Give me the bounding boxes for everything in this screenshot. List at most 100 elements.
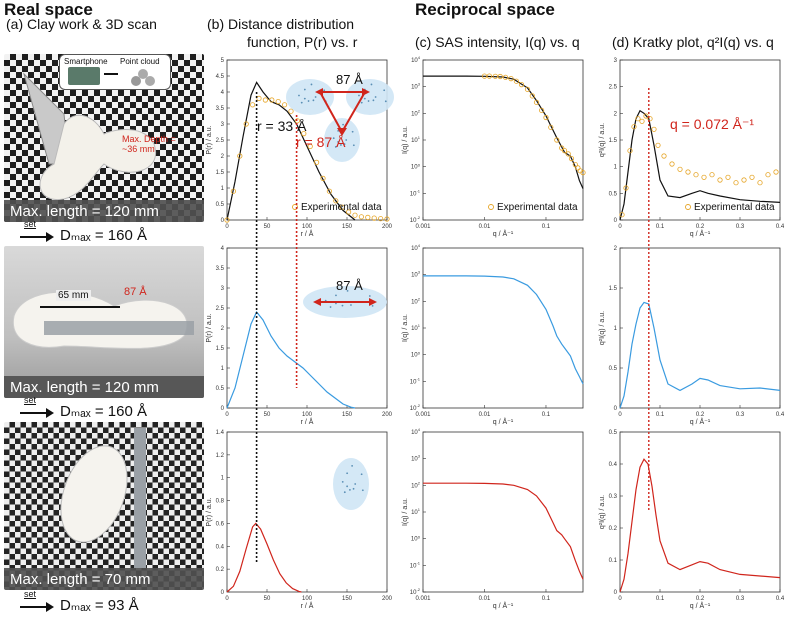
shape-oval xyxy=(333,458,369,510)
shape-dot xyxy=(350,304,352,306)
data-point xyxy=(314,159,320,166)
data-point xyxy=(635,116,641,122)
y-tick-label: 0 xyxy=(614,590,618,596)
x-tick-label: 0.3 xyxy=(736,596,745,602)
data-point xyxy=(565,151,571,157)
x-tick-label: 0.1 xyxy=(656,224,665,230)
data-point xyxy=(282,102,288,108)
series-line-model xyxy=(226,81,356,221)
inset-bubble: Smartphone Point cloud xyxy=(59,54,171,90)
plot-frame xyxy=(619,59,781,221)
y-tick-label: 10-1 xyxy=(410,560,421,569)
plot-frame xyxy=(619,247,781,409)
data-point xyxy=(524,86,531,92)
y-tick-label: 0 xyxy=(614,218,618,224)
shape-dot xyxy=(349,488,351,491)
data-point xyxy=(717,177,723,183)
shape-dot xyxy=(358,94,360,97)
point-cloud-icon xyxy=(131,69,155,86)
y-tick-label: 2 xyxy=(221,154,225,160)
shape-dot xyxy=(354,483,357,485)
y-tick-label: 0.2 xyxy=(609,526,618,532)
data-point xyxy=(497,73,503,80)
photo-clay-1: Smartphone Point cloud Max. Depth = ~36 … xyxy=(4,54,204,222)
y-tick-label: 101 xyxy=(411,507,421,516)
y-axis-label: P(r) / a.u. xyxy=(206,497,213,526)
y-tick-label: 0.5 xyxy=(216,202,225,208)
y-tick-label: 10-1 xyxy=(410,376,421,385)
shape-dot xyxy=(367,100,370,102)
data-point xyxy=(371,215,377,221)
y-tick-label: 0.5 xyxy=(216,386,225,392)
data-point xyxy=(243,121,249,127)
arrowhead-1 xyxy=(315,88,323,96)
chart-b-3: 0 50 100 150 200 0 0.2 0.4 0.6 0.8 1 1.2 1.4 r / Å P(r… xyxy=(206,430,393,610)
x-tick-label: 0.001 xyxy=(415,412,431,418)
y-tick-label: 10-2 xyxy=(410,215,421,224)
data-point xyxy=(561,148,568,154)
data-point xyxy=(269,97,275,103)
x-tick-label: 0.1 xyxy=(656,412,665,418)
dmax-value-2: Dₘₐₓ = 160 Å xyxy=(60,403,147,420)
legend-label: Experimental data xyxy=(694,202,775,213)
x-axis-label: q / Å⁻¹ xyxy=(493,417,514,426)
data-point xyxy=(502,74,509,80)
shape-dot xyxy=(372,99,375,102)
y-tick-label: 2 xyxy=(221,326,225,332)
x-tick-label: 0.4 xyxy=(776,412,785,418)
shape-dot xyxy=(312,99,315,102)
data-point xyxy=(481,73,488,79)
x-tick-label: 100 xyxy=(302,596,313,602)
shape-dot xyxy=(346,485,349,488)
series-line-model xyxy=(619,458,781,593)
shape-dot xyxy=(371,304,374,307)
x-axis-label: q / Å⁻¹ xyxy=(690,417,711,426)
y-tick-label: 1.5 xyxy=(216,170,225,176)
x-tick-label: 0.2 xyxy=(696,596,705,602)
x-tick-label: 0.1 xyxy=(542,224,551,230)
series-line-model xyxy=(226,522,302,593)
x-tick-label: 150 xyxy=(342,412,353,418)
x-tick-label: 50 xyxy=(264,224,271,230)
data-point xyxy=(661,153,667,159)
y-tick-label: 1 xyxy=(614,165,618,171)
y-tick-label: 0.4 xyxy=(216,544,225,550)
set-arrow-icon: set xyxy=(20,219,54,243)
shape-dot xyxy=(363,97,366,100)
photo-1-caption: Max. length = 120 mm xyxy=(4,200,204,222)
y-tick-label: 0.4 xyxy=(609,462,618,468)
data-point xyxy=(307,143,313,150)
data-point xyxy=(693,172,699,178)
set-arrow-icon: set xyxy=(20,589,54,613)
data-point xyxy=(230,188,236,194)
data-point xyxy=(651,126,657,132)
shape-blob xyxy=(333,458,369,510)
x-tick-label: 0.001 xyxy=(415,224,431,230)
plot-frame xyxy=(619,431,781,593)
data-point xyxy=(733,180,739,186)
y-tick-label: 0.5 xyxy=(609,191,618,197)
shape-dot xyxy=(343,143,346,145)
scale-A-label: 87 Å xyxy=(124,286,147,298)
depth-note: Max. Depth = ~36 mm xyxy=(122,134,176,154)
x-axis-label: q / Å⁻¹ xyxy=(690,601,711,610)
shape-dot xyxy=(341,480,344,483)
x-tick-label: 0 xyxy=(225,412,229,418)
legend-marker xyxy=(685,204,691,210)
shape-dot xyxy=(360,101,363,104)
shape-dot xyxy=(352,144,355,147)
y-tick-label: 1 xyxy=(221,476,225,482)
arrowhead-5 xyxy=(369,298,377,306)
data-point xyxy=(627,148,633,154)
plot-frame xyxy=(422,247,584,409)
y-axis-label: q²I(q) / a.u. xyxy=(599,311,606,345)
data-point xyxy=(701,174,707,180)
y-tick-label: 101 xyxy=(411,323,421,332)
x-axis-label: q / Å⁻¹ xyxy=(690,229,711,238)
x-tick-label: 200 xyxy=(382,224,393,230)
chart-b-1: 0 50 100 150 200 0 0.5 1 1.5 2 2.5 3 3.5 4 4.5 5 r / Å P(… xyxy=(206,58,393,238)
shape-dot xyxy=(352,487,355,490)
shape-blob xyxy=(324,118,360,162)
data-point xyxy=(352,212,358,218)
data-point xyxy=(529,93,535,99)
